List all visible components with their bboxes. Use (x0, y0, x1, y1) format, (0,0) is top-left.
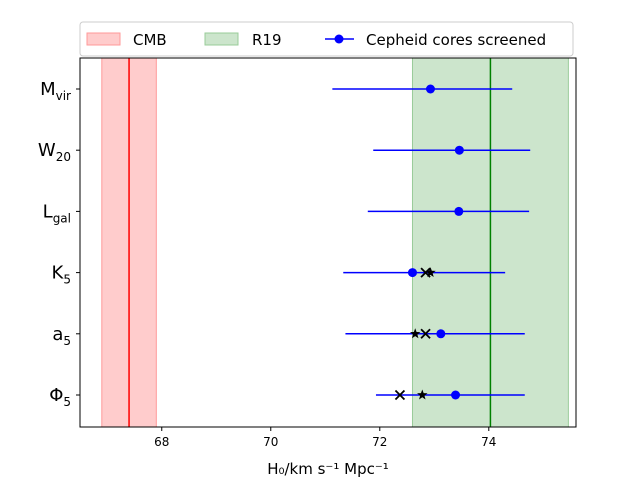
legend-label-r19: R19 (252, 31, 282, 49)
star-marker-k5 (425, 267, 436, 278)
x-tick-label-70: 70 (263, 435, 278, 449)
bands-layer (101, 57, 569, 428)
x-tick-label-72: 72 (372, 435, 387, 449)
legend-label-cepheid: Cepheid cores screened (366, 31, 546, 49)
x-axis: 68 70 72 74 (154, 427, 496, 449)
y-tick-label-a5: a5 (52, 324, 71, 348)
x-tick-label-74: 74 (481, 435, 496, 449)
y-axis: Mvir W20 Lgal K5 a5 Φ5 (38, 79, 80, 409)
y-tick-label-lgal: Lgal (43, 201, 71, 225)
legend: CMB R19 Cepheid cores screened (79, 21, 574, 57)
y-tick-label-k5: K5 (52, 263, 71, 287)
point-k5 (407, 268, 417, 278)
y-tick-label-mvir: Mvir (40, 79, 71, 103)
cross-marker-a5 (420, 328, 431, 339)
star-marker-phi5 (417, 389, 428, 400)
x-tick-label-68: 68 (154, 435, 169, 449)
point-phi5 (451, 390, 461, 400)
legend-marker-cepheid (334, 34, 344, 44)
star-marker-a5 (409, 328, 421, 339)
legend-label-cmb: CMB (133, 31, 167, 49)
point-mvir (425, 84, 435, 94)
y-tick-label-w20: W20 (38, 140, 71, 164)
y-tick-label-phi5: Φ5 (49, 385, 71, 409)
legend-swatch-r19 (204, 32, 239, 46)
point-a5 (436, 329, 446, 339)
point-w20 (454, 145, 464, 155)
axes-frame (79, 57, 577, 428)
legend-swatch-cmb (86, 32, 121, 46)
x-axis-label: H₀/km s⁻¹ Mpc⁻¹ (267, 460, 389, 478)
points-layer (332, 84, 531, 401)
point-lgal (454, 206, 464, 216)
cross-marker-phi5 (394, 389, 406, 401)
